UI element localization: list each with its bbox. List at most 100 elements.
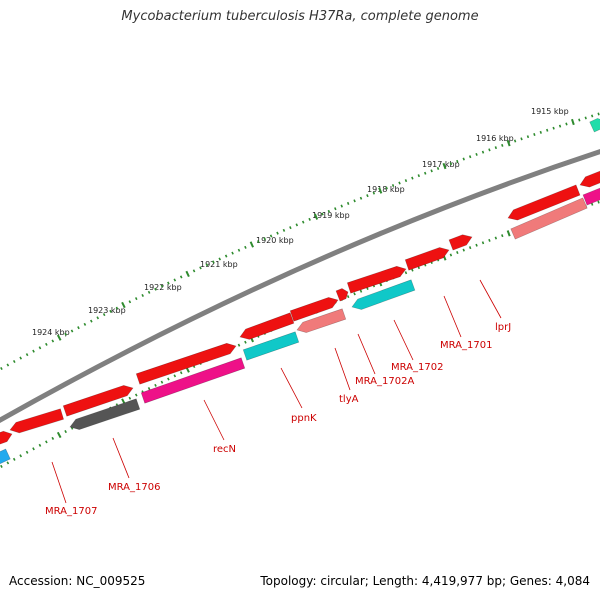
- kbp-tick-outer: [398, 181, 401, 185]
- kbp-tick-inner: [456, 251, 459, 255]
- kbp-tick-outer: [38, 346, 42, 350]
- kbp-tick-inner: [12, 457, 16, 461]
- kbp-tick-outer: [597, 112, 600, 116]
- gene-arrow: [582, 187, 600, 206]
- kbp-tick-outer: [289, 226, 292, 230]
- gene-arrow: [140, 357, 246, 404]
- gene-arrow: [239, 312, 295, 340]
- kbp-tick-outer: [424, 171, 427, 175]
- kbp-tick-outer: [295, 223, 299, 227]
- label-leader-line: [203, 399, 225, 441]
- kbp-tick-outer: [417, 174, 420, 178]
- kbp-tick-inner: [56, 431, 62, 439]
- kbp-tick-outer: [173, 278, 177, 282]
- kbp-tick-outer: [90, 319, 93, 323]
- gene-arrow: [346, 265, 407, 294]
- kbp-tick-outer: [468, 155, 472, 159]
- kbp-tick-outer: [282, 228, 286, 232]
- kbp-tick-outer: [276, 231, 279, 235]
- kbp-tick-outer: [109, 309, 112, 313]
- kbp-tick-outer: [442, 162, 447, 170]
- kbp-tick-outer: [506, 140, 511, 147]
- kbp-tick-outer: [494, 146, 498, 150]
- kbp-label-1916: 1916 kbp: [476, 134, 514, 143]
- kbp-tick-outer: [584, 116, 587, 120]
- kbp-tick-outer: [565, 122, 568, 126]
- kbp-tick-inner: [32, 447, 35, 451]
- gene-arrow: [242, 331, 300, 361]
- kbp-tick-outer: [334, 207, 337, 211]
- gene-arrow: [335, 288, 349, 302]
- gene-label-mra-1707: MRA_1707: [45, 506, 97, 517]
- gene-label-tlya: tlyA: [339, 394, 359, 405]
- kbp-tick-outer: [160, 284, 164, 288]
- kbp-tick-outer: [192, 269, 196, 273]
- kbp-tick-outer: [366, 194, 369, 198]
- gene-arrow: [404, 247, 450, 271]
- kbp-tick-outer: [552, 126, 555, 130]
- label-leader-line: [479, 279, 502, 319]
- gene-layer: [0, 118, 600, 465]
- kbp-tick-outer: [0, 366, 3, 371]
- gene-label-lprj: lprJ: [495, 322, 511, 333]
- kbp-tick-inner: [45, 440, 48, 444]
- kbp-label-layer: 1915 kbp 1916 kbp 1917 kbp 1918 kbp 1919…: [32, 107, 569, 337]
- kbp-tick-outer: [185, 270, 190, 278]
- gene-arrow: [351, 279, 416, 310]
- kbp-tick-inner: [0, 464, 3, 468]
- kbp-tick-outer: [475, 152, 478, 156]
- kbp-tick-inner: [462, 248, 465, 252]
- kbp-tick-outer: [128, 300, 132, 304]
- kbp-tick-outer: [121, 301, 126, 309]
- kbp-tick-outer: [205, 263, 209, 267]
- gene-label-mra-1702: MRA_1702: [391, 362, 443, 373]
- label-leader-line: [393, 319, 414, 361]
- kbp-tick-outer: [372, 191, 376, 195]
- kbp-tick-outer: [385, 186, 388, 190]
- kbp-tick-inner: [494, 236, 498, 240]
- kbp-label-1918: 1918 kbp: [367, 185, 405, 194]
- kbp-tick-outer: [218, 257, 222, 261]
- kbp-tick-inner: [237, 343, 241, 347]
- kbp-tick-outer: [263, 237, 266, 241]
- kbp-tick-outer: [64, 332, 67, 336]
- kbp-tick-outer: [147, 290, 151, 294]
- kbp-tick-outer: [6, 363, 10, 367]
- kbp-tick-inner: [359, 289, 363, 293]
- kbp-tick-inner: [417, 266, 421, 270]
- kbp-tick-inner: [64, 430, 67, 434]
- kbp-tick-outer: [558, 124, 562, 128]
- kbp-tick-outer: [249, 241, 254, 248]
- gene-arrow: [62, 385, 134, 417]
- kbp-tick-outer: [340, 204, 343, 208]
- kbp-tick-outer: [308, 217, 311, 221]
- kbp-tick-outer: [571, 118, 575, 126]
- kbp-tick-outer: [212, 260, 215, 264]
- kbp-tick-outer: [102, 313, 106, 317]
- kbp-tick-outer: [481, 150, 485, 154]
- gene-label-mra-1701: MRA_1701: [440, 340, 492, 351]
- kbp-tick-inner: [160, 380, 164, 384]
- kbp-tick-outer: [199, 266, 202, 270]
- kbp-tick-outer: [301, 220, 305, 224]
- kbp-tick-outer: [520, 137, 523, 141]
- kbp-tick-outer: [224, 254, 228, 258]
- gene-arrow: [589, 118, 600, 133]
- kbp-tick-inner: [25, 450, 29, 454]
- kbp-tick-outer: [231, 251, 234, 255]
- gene-label-mra-1702a: MRA_1702A: [355, 376, 414, 387]
- gene-label-ppnk: ppnK: [291, 413, 317, 424]
- kbp-tick-outer: [51, 339, 55, 343]
- kbp-tick-outer: [179, 275, 183, 279]
- kbp-tick-inner: [488, 238, 491, 242]
- kbp-tick-outer: [513, 139, 517, 143]
- kbp-tick-inner: [590, 202, 594, 206]
- kbp-tick-outer: [167, 281, 170, 285]
- kbp-tick-inner: [134, 393, 138, 397]
- accession-text: Accession: NC_009525: [9, 574, 146, 588]
- kbp-tick-outer: [430, 169, 433, 173]
- kbp-tick-outer: [12, 360, 16, 364]
- kbp-tick-outer: [327, 209, 331, 213]
- kbp-tick-inner: [147, 387, 151, 391]
